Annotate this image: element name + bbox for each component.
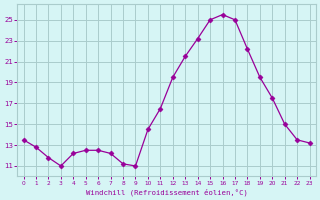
X-axis label: Windchill (Refroidissement éolien,°C): Windchill (Refroidissement éolien,°C) [86,188,248,196]
